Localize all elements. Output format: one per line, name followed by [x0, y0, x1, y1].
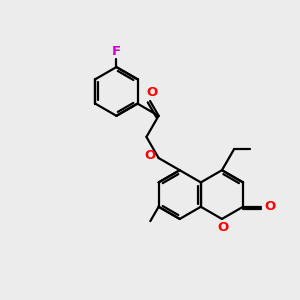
Text: F: F — [112, 45, 121, 58]
Text: O: O — [217, 221, 229, 234]
Text: O: O — [146, 86, 157, 99]
Text: O: O — [264, 200, 275, 213]
Text: O: O — [145, 149, 156, 162]
